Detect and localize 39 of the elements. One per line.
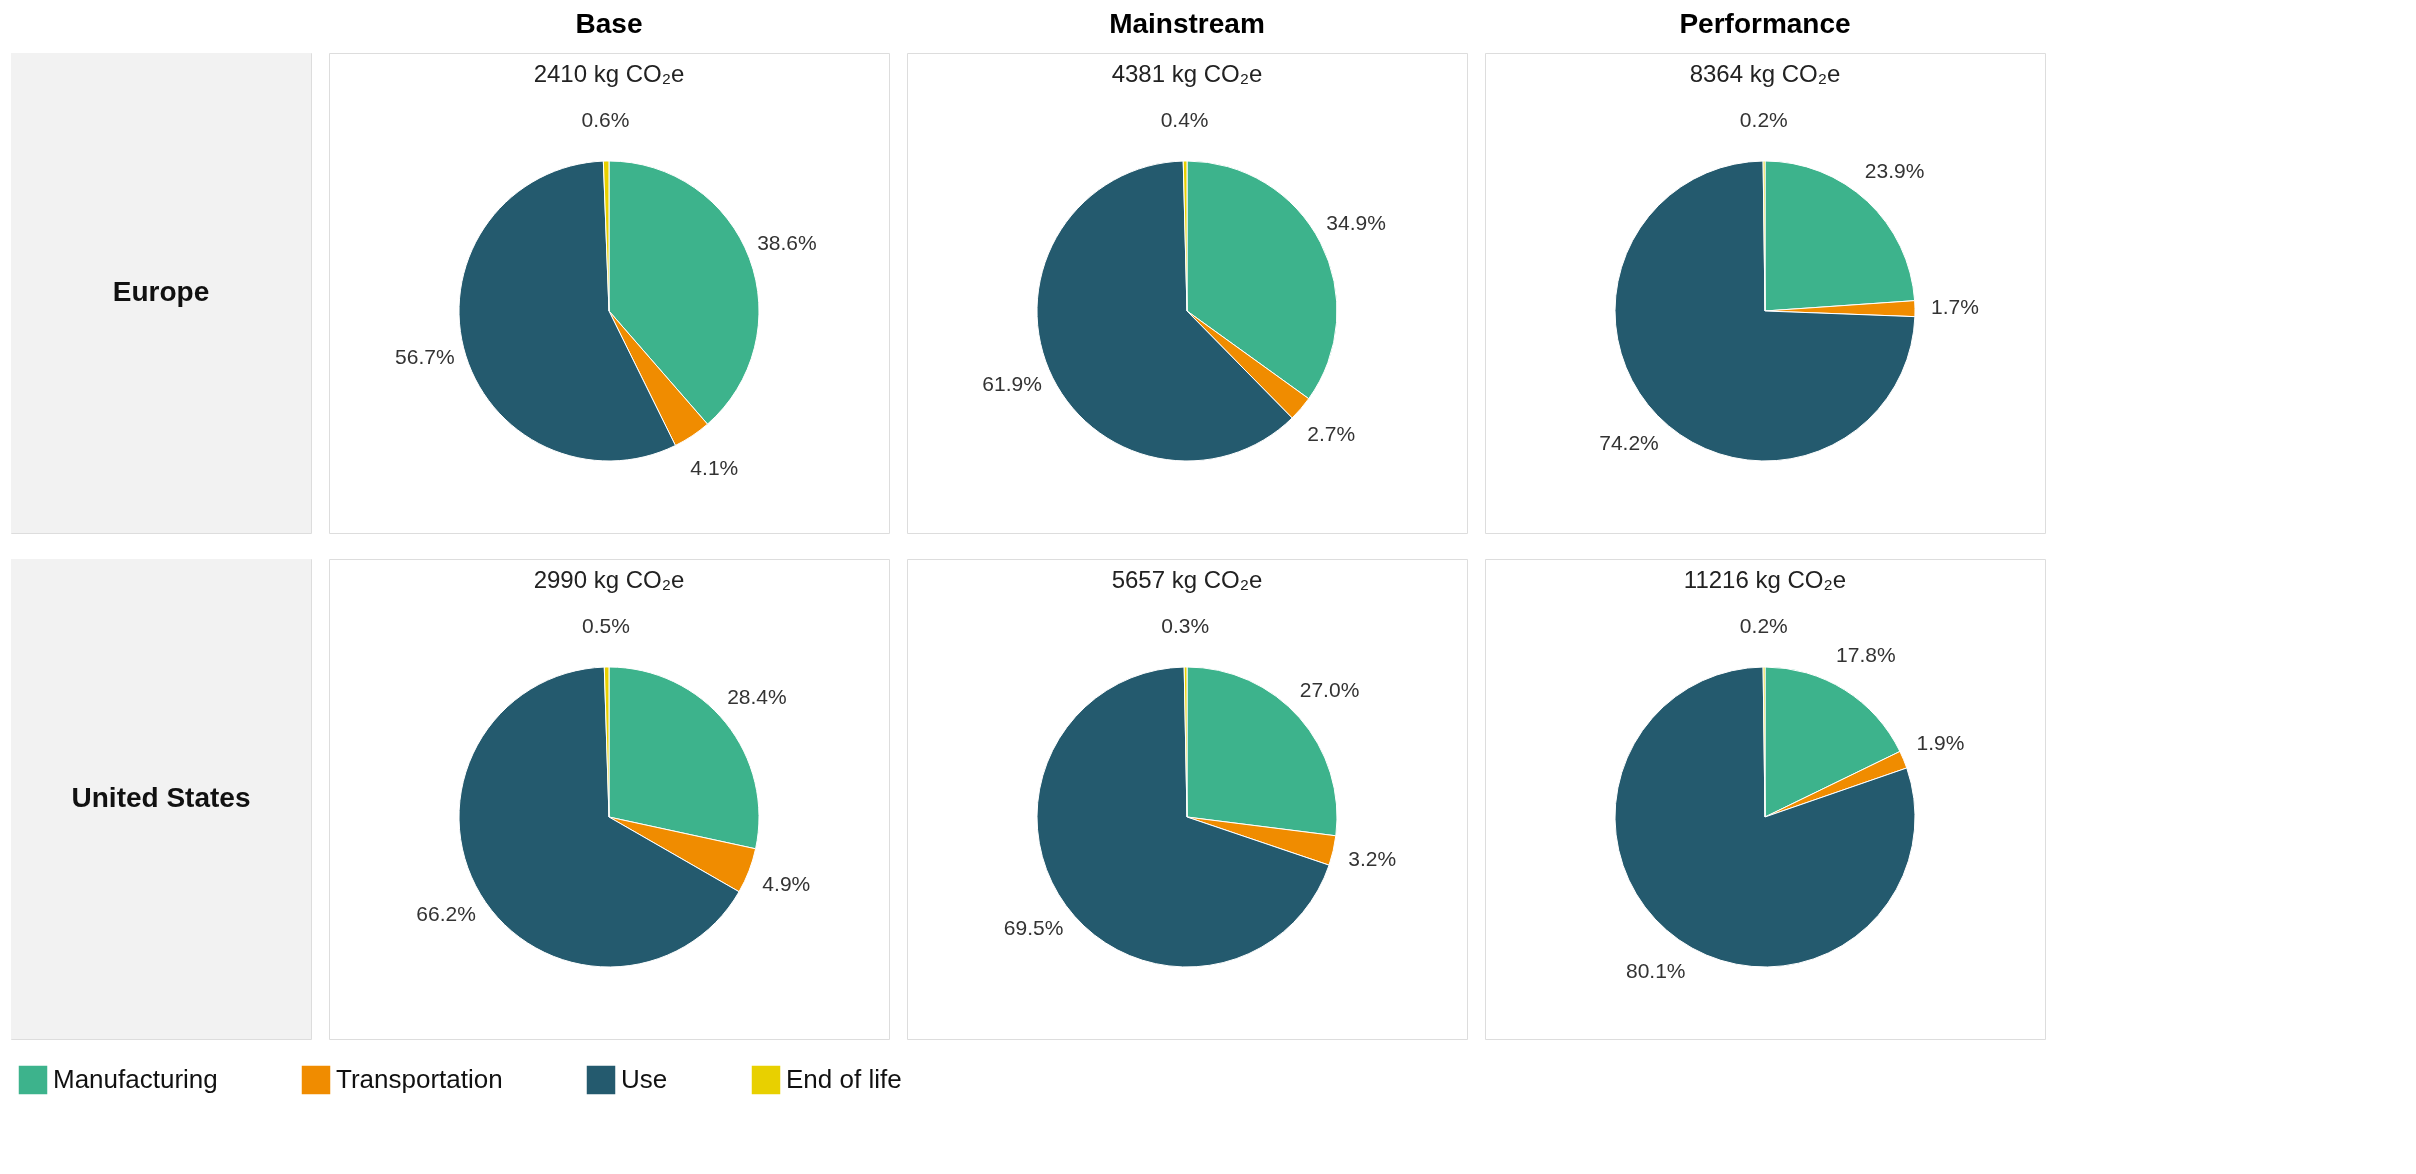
text: United States bbox=[71, 782, 251, 813]
data-label: 1.7% bbox=[1931, 295, 1979, 319]
data-label: 0.6% bbox=[581, 108, 630, 132]
data-label: 66.2% bbox=[416, 901, 476, 925]
data-label: 23.9% bbox=[1864, 159, 1925, 183]
chart-title: Base bbox=[575, 8, 643, 39]
data-label: 34.9% bbox=[1326, 211, 1386, 235]
legend-label: Use bbox=[621, 1064, 668, 1094]
data-label: 28.4% bbox=[727, 684, 787, 708]
chart-subtitle: 2990 kg CO₂e bbox=[533, 566, 685, 593]
chart-subtitle: 11216 kg CO₂e bbox=[1683, 566, 1847, 593]
chart-subtitle: 2410 kg CO₂e bbox=[533, 60, 685, 87]
data-label: 4.9% bbox=[762, 872, 811, 896]
chart-subtitle: 4381 kg CO₂e bbox=[1111, 60, 1263, 87]
data-label: 27.0% bbox=[1299, 678, 1360, 702]
data-label: 74.2% bbox=[1599, 430, 1659, 454]
data-label: 1.9% bbox=[1916, 731, 1965, 755]
legend-label: End of life bbox=[786, 1064, 902, 1094]
data-label: 0.4% bbox=[1160, 108, 1209, 132]
data-label: 69.5% bbox=[1003, 916, 1064, 940]
data-label: 61.9% bbox=[982, 372, 1042, 396]
chart-subtitle: 8364 kg CO₂e bbox=[1689, 60, 1841, 87]
data-label: 56.7% bbox=[395, 344, 455, 368]
data-label: 4.1% bbox=[690, 456, 739, 480]
text: Europe bbox=[112, 276, 210, 307]
chart-subtitle: 5657 kg CO₂e bbox=[1111, 566, 1263, 593]
data-label: 0.2% bbox=[1739, 108, 1788, 131]
data-label: 38.6% bbox=[757, 231, 817, 255]
chart-title: Performance bbox=[1679, 8, 1851, 39]
data-label: 0.3% bbox=[1161, 614, 1210, 638]
data-label: 2.7% bbox=[1307, 421, 1356, 445]
data-label: 80.1% bbox=[1625, 959, 1686, 983]
chart-title: Mainstream bbox=[1109, 8, 1265, 39]
data-label: 0.2% bbox=[1739, 614, 1788, 637]
legend-label: Transportation bbox=[336, 1064, 503, 1094]
data-label: 3.2% bbox=[1348, 846, 1397, 870]
data-label: 0.5% bbox=[582, 614, 630, 638]
data-label: 17.8% bbox=[1836, 642, 1896, 666]
legend-label: Manufacturing bbox=[53, 1064, 218, 1094]
